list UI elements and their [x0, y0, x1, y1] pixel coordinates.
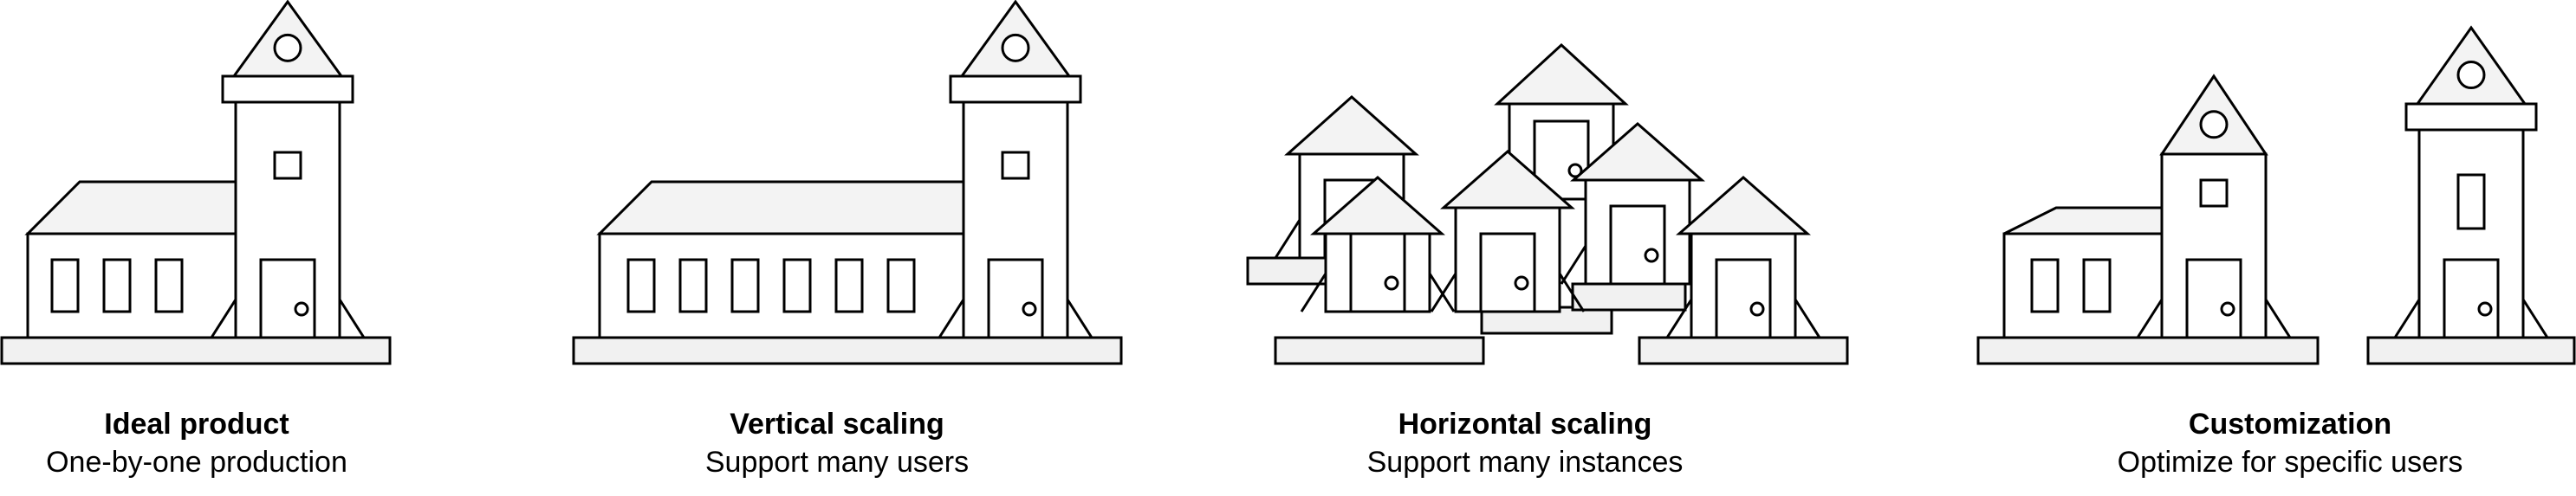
hall-roof — [596, 180, 965, 235]
house-roof — [1440, 150, 1575, 209]
hall-window — [2030, 258, 2060, 313]
panel-vertical-scaling — [572, 0, 1123, 365]
caption-customization: Customization Optimize for specific user… — [2047, 405, 2533, 481]
house-roof — [1494, 42, 1629, 106]
hall-window — [834, 258, 864, 313]
tower-door — [2185, 258, 2242, 339]
tower-support-left — [938, 299, 965, 338]
door-knob — [1384, 275, 1399, 291]
panel-customization — [1976, 25, 2576, 365]
hall-roof — [24, 180, 237, 235]
house-support-left — [1300, 273, 1327, 312]
ground-base — [1274, 336, 1485, 365]
tower-support-right — [2521, 299, 2549, 338]
ground-base — [572, 336, 1123, 365]
ground-base — [1571, 282, 1687, 312]
caption-title: Horizontal scaling — [1398, 408, 1652, 441]
ground-base — [1638, 336, 1849, 365]
tower-cap — [949, 74, 1082, 104]
hall-window — [678, 258, 708, 313]
door-knob — [2477, 301, 2493, 317]
caption-vertical-scaling: Vertical scaling Support many users — [594, 405, 1080, 481]
ground-base — [1976, 336, 2320, 365]
tower-support-right — [2264, 299, 2292, 338]
hall-window — [782, 258, 812, 313]
door-knob — [1644, 248, 1659, 263]
tower-window — [2199, 178, 2229, 208]
panel-horizontal-scaling — [1246, 42, 1849, 365]
hall-window — [626, 258, 656, 313]
tower-support-right — [338, 299, 366, 338]
caption-title: Customization — [2188, 408, 2392, 441]
ground-base — [2366, 336, 2576, 365]
caption-subtitle: Optimize for specific users — [2117, 446, 2463, 479]
tower-support-left — [2136, 299, 2164, 338]
hall-window — [730, 258, 760, 313]
tower-cap — [2404, 102, 2538, 132]
house-door — [1479, 232, 1536, 313]
house-roof — [1570, 122, 1705, 182]
tower-cap — [221, 74, 354, 104]
hall-window — [50, 258, 80, 313]
tower-support-left — [2393, 299, 2421, 338]
caption-subtitle: Support many users — [704, 446, 970, 479]
house-roof — [1676, 176, 1811, 235]
house-roof — [1284, 94, 1419, 156]
caption-subtitle: One-by-one production — [46, 446, 347, 479]
tower-round-window — [1001, 33, 1030, 62]
ground-base — [0, 336, 392, 365]
house-door — [1715, 258, 1772, 339]
caption-title: Vertical scaling — [730, 408, 944, 441]
tower-support-right — [1066, 299, 1093, 338]
panel-ideal-product — [0, 0, 392, 365]
door-knob — [1749, 301, 1765, 317]
caption-horizontal-scaling: Horizontal scaling Support many instance… — [1282, 405, 1768, 481]
tower-door — [2443, 258, 2500, 339]
house-support-right — [1558, 273, 1586, 312]
tower-round-window — [273, 33, 302, 62]
house-support-left — [1430, 273, 1457, 312]
house-support-right — [1794, 299, 1821, 338]
door-knob — [1567, 163, 1583, 178]
tower-door — [259, 258, 316, 339]
tower-window — [2456, 173, 2486, 230]
house-support-left — [1560, 245, 1587, 285]
hall-window — [886, 258, 916, 313]
caption-subtitle: Support many instances — [1366, 446, 1684, 479]
tower-window — [273, 151, 302, 180]
door-knob — [1514, 275, 1529, 291]
hall-wall — [26, 232, 237, 339]
hall-window — [102, 258, 132, 313]
caption-title: Ideal product — [104, 408, 289, 441]
tower-support-left — [210, 299, 237, 338]
house-support-left — [1274, 219, 1301, 259]
house-door — [1609, 204, 1666, 286]
tower-door — [987, 258, 1044, 339]
hall-window — [154, 258, 184, 313]
house-support-right — [1428, 273, 1456, 312]
house-support-left — [1665, 299, 1693, 338]
caption-ideal-product: Ideal product One-by-one production — [0, 405, 439, 481]
door-knob — [2220, 301, 2235, 317]
tower-round-window — [2456, 61, 2486, 90]
tower-round-window — [2199, 110, 2229, 139]
house-door — [1349, 232, 1406, 313]
door-knob — [1022, 301, 1037, 317]
hall-roof — [2003, 206, 2164, 235]
door-knob — [294, 301, 309, 317]
hall-window — [2082, 258, 2112, 313]
tower-window — [1001, 151, 1030, 180]
